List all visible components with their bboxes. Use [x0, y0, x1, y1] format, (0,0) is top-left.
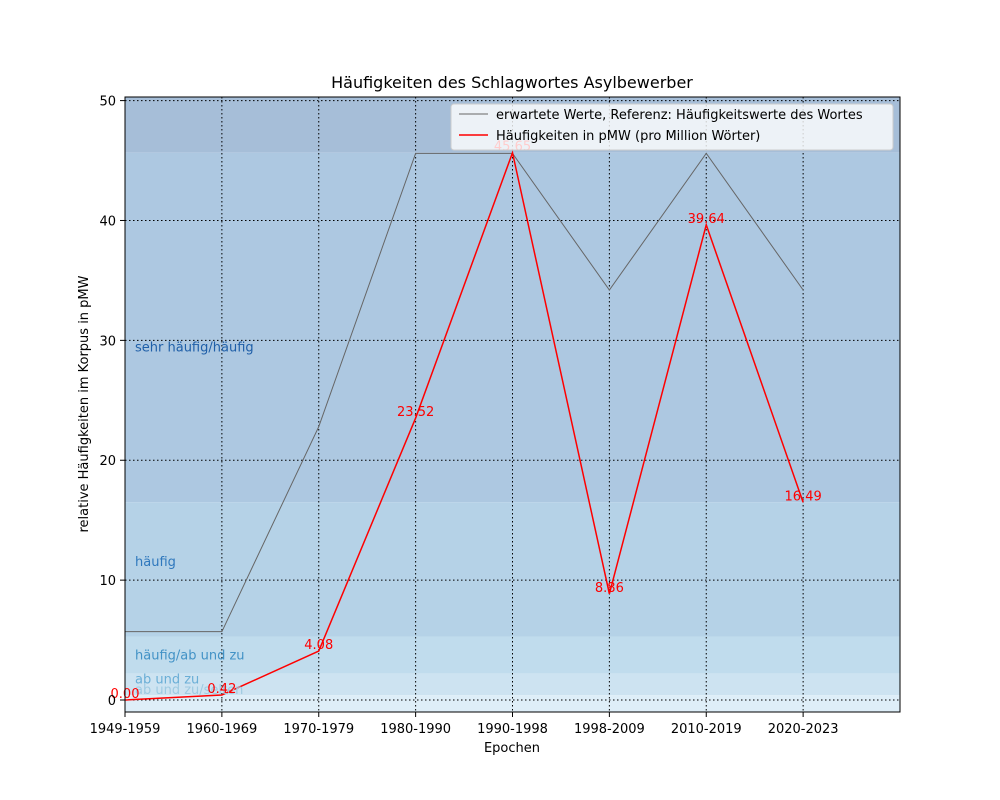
data-label: 39.64: [688, 212, 725, 227]
band-label: häufig/ab und zu: [135, 648, 245, 663]
series-line-frequency: [124, 150, 804, 701]
legend-label-expected: erwartete Werte, Referenz: Häufigkeitswe…: [496, 108, 863, 123]
data-label: 0.42: [207, 682, 236, 697]
series-lines: [124, 150, 804, 701]
y-axis-ticks: 0 10 20 30 40 50: [99, 95, 125, 709]
x-tick-label: 1960-1969: [186, 722, 257, 737]
chart-title: Häufigkeiten des Schlagwortes Asylbewerb…: [331, 73, 693, 92]
series-line-expected: [125, 152, 804, 633]
data-label: 16.49: [785, 489, 822, 504]
y-tick-label: 20: [99, 454, 116, 469]
x-tick-label: 1998-2009: [574, 722, 645, 737]
y-tick-label: 30: [99, 334, 116, 349]
background-band: [125, 636, 900, 674]
x-tick-label: 2020-2023: [768, 722, 839, 737]
data-label: 23.52: [397, 405, 434, 420]
data-label: 4.08: [304, 638, 333, 653]
background-band: [125, 152, 900, 503]
x-tick-label: 1949-1959: [90, 722, 161, 737]
x-tick-label: 1990-1998: [477, 722, 548, 737]
band-label: sehr häufig/häufig: [135, 340, 254, 355]
background-band: [125, 695, 900, 712]
data-label: 8.86: [595, 581, 624, 596]
y-tick-label: 50: [99, 95, 116, 110]
y-axis-label: relative Häufigkeiten im Korpus in pMW: [77, 275, 92, 532]
legend-label-frequency: Häufigkeiten in pMW (pro Million Wörter): [496, 129, 760, 144]
x-axis-label: Epochen: [484, 741, 540, 756]
x-tick-label: 2010-2019: [671, 722, 742, 737]
legend: erwartete Werte, Referenz: Häufigkeitswe…: [450, 103, 894, 151]
band-label: häufig: [135, 555, 176, 570]
band-label: ab und zu/selten: [135, 683, 243, 698]
x-tick-label: 1970-1979: [283, 722, 354, 737]
band-labels: sehr häufig/häufig häufig häufig/ab und zu…: [135, 340, 254, 698]
x-axis-ticks: 1949-1959 1960-1969 1970-1979 1980-1990 1990…: [90, 712, 839, 737]
legend-box: [450, 103, 894, 151]
y-tick-label: 10: [99, 574, 116, 589]
y-tick-label: 0: [108, 694, 116, 709]
y-tick-label: 40: [99, 214, 116, 229]
band-label: ab und zu: [135, 672, 199, 687]
x-tick-label: 1980-1990: [380, 722, 451, 737]
